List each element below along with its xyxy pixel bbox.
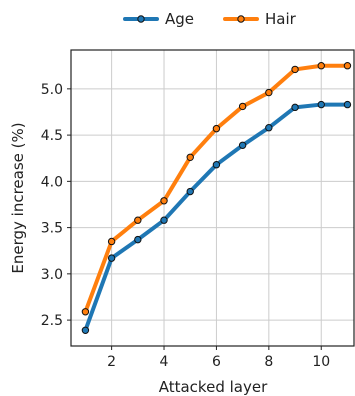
series-hair [81, 62, 352, 316]
x-axis: 2 4 6 8 10 [107, 346, 330, 370]
data-point-hair [343, 62, 352, 70]
data-point-age [238, 141, 247, 149]
legend-item-hair: Hair [223, 10, 297, 28]
y-tick-label: 3.0 [41, 267, 63, 283]
data-point-hair [134, 216, 142, 224]
data-point-age [212, 161, 221, 169]
x-tick-label: 4 [160, 354, 169, 370]
data-point-age [317, 100, 325, 109]
y-tick-label: 2.5 [41, 313, 63, 329]
data-point-age [265, 124, 273, 132]
y-tick-label: 5.0 [41, 82, 63, 98]
data-point-hair [317, 62, 325, 70]
legend-label-age: Age [165, 10, 194, 28]
data-point-age [81, 326, 90, 334]
legend: Age Hair [123, 10, 297, 28]
y-tick-label: 3.5 [41, 221, 63, 237]
legend-marker-hair [237, 15, 245, 23]
grid [71, 50, 354, 346]
data-point-hair [107, 237, 116, 246]
series-age [81, 100, 352, 334]
plot-frame [70, 49, 355, 347]
data-point-age [343, 100, 352, 109]
y-tick-label: 4.5 [41, 128, 63, 144]
series-layer [81, 62, 352, 334]
data-point-hair [291, 65, 299, 74]
x-tick-label: 8 [264, 354, 273, 370]
legend-label-hair: Hair [265, 10, 297, 28]
data-point-hair [160, 197, 168, 205]
data-point-age [160, 216, 168, 224]
y-tick-label: 4.0 [41, 174, 63, 190]
x-tick-label: 10 [312, 354, 330, 370]
legend-item-age: Age [123, 10, 194, 28]
x-tick-label: 6 [212, 354, 221, 370]
data-point-hair [212, 124, 221, 133]
x-tick-label: 2 [107, 354, 116, 370]
data-point-age [134, 235, 142, 244]
legend-marker-age [137, 15, 145, 23]
x-axis-title: Attacked layer [159, 378, 268, 396]
data-point-hair [81, 308, 90, 316]
data-point-age [291, 103, 299, 112]
data-point-hair [265, 88, 273, 97]
data-point-age [186, 187, 194, 196]
y-axis-title: Energy increase (%) [9, 122, 27, 273]
data-point-hair [238, 102, 247, 111]
data-point-hair [186, 153, 194, 162]
data-point-age [107, 254, 116, 262]
y-axis: 2.5 3.0 3.5 4.0 4.5 5.0 [41, 82, 71, 329]
